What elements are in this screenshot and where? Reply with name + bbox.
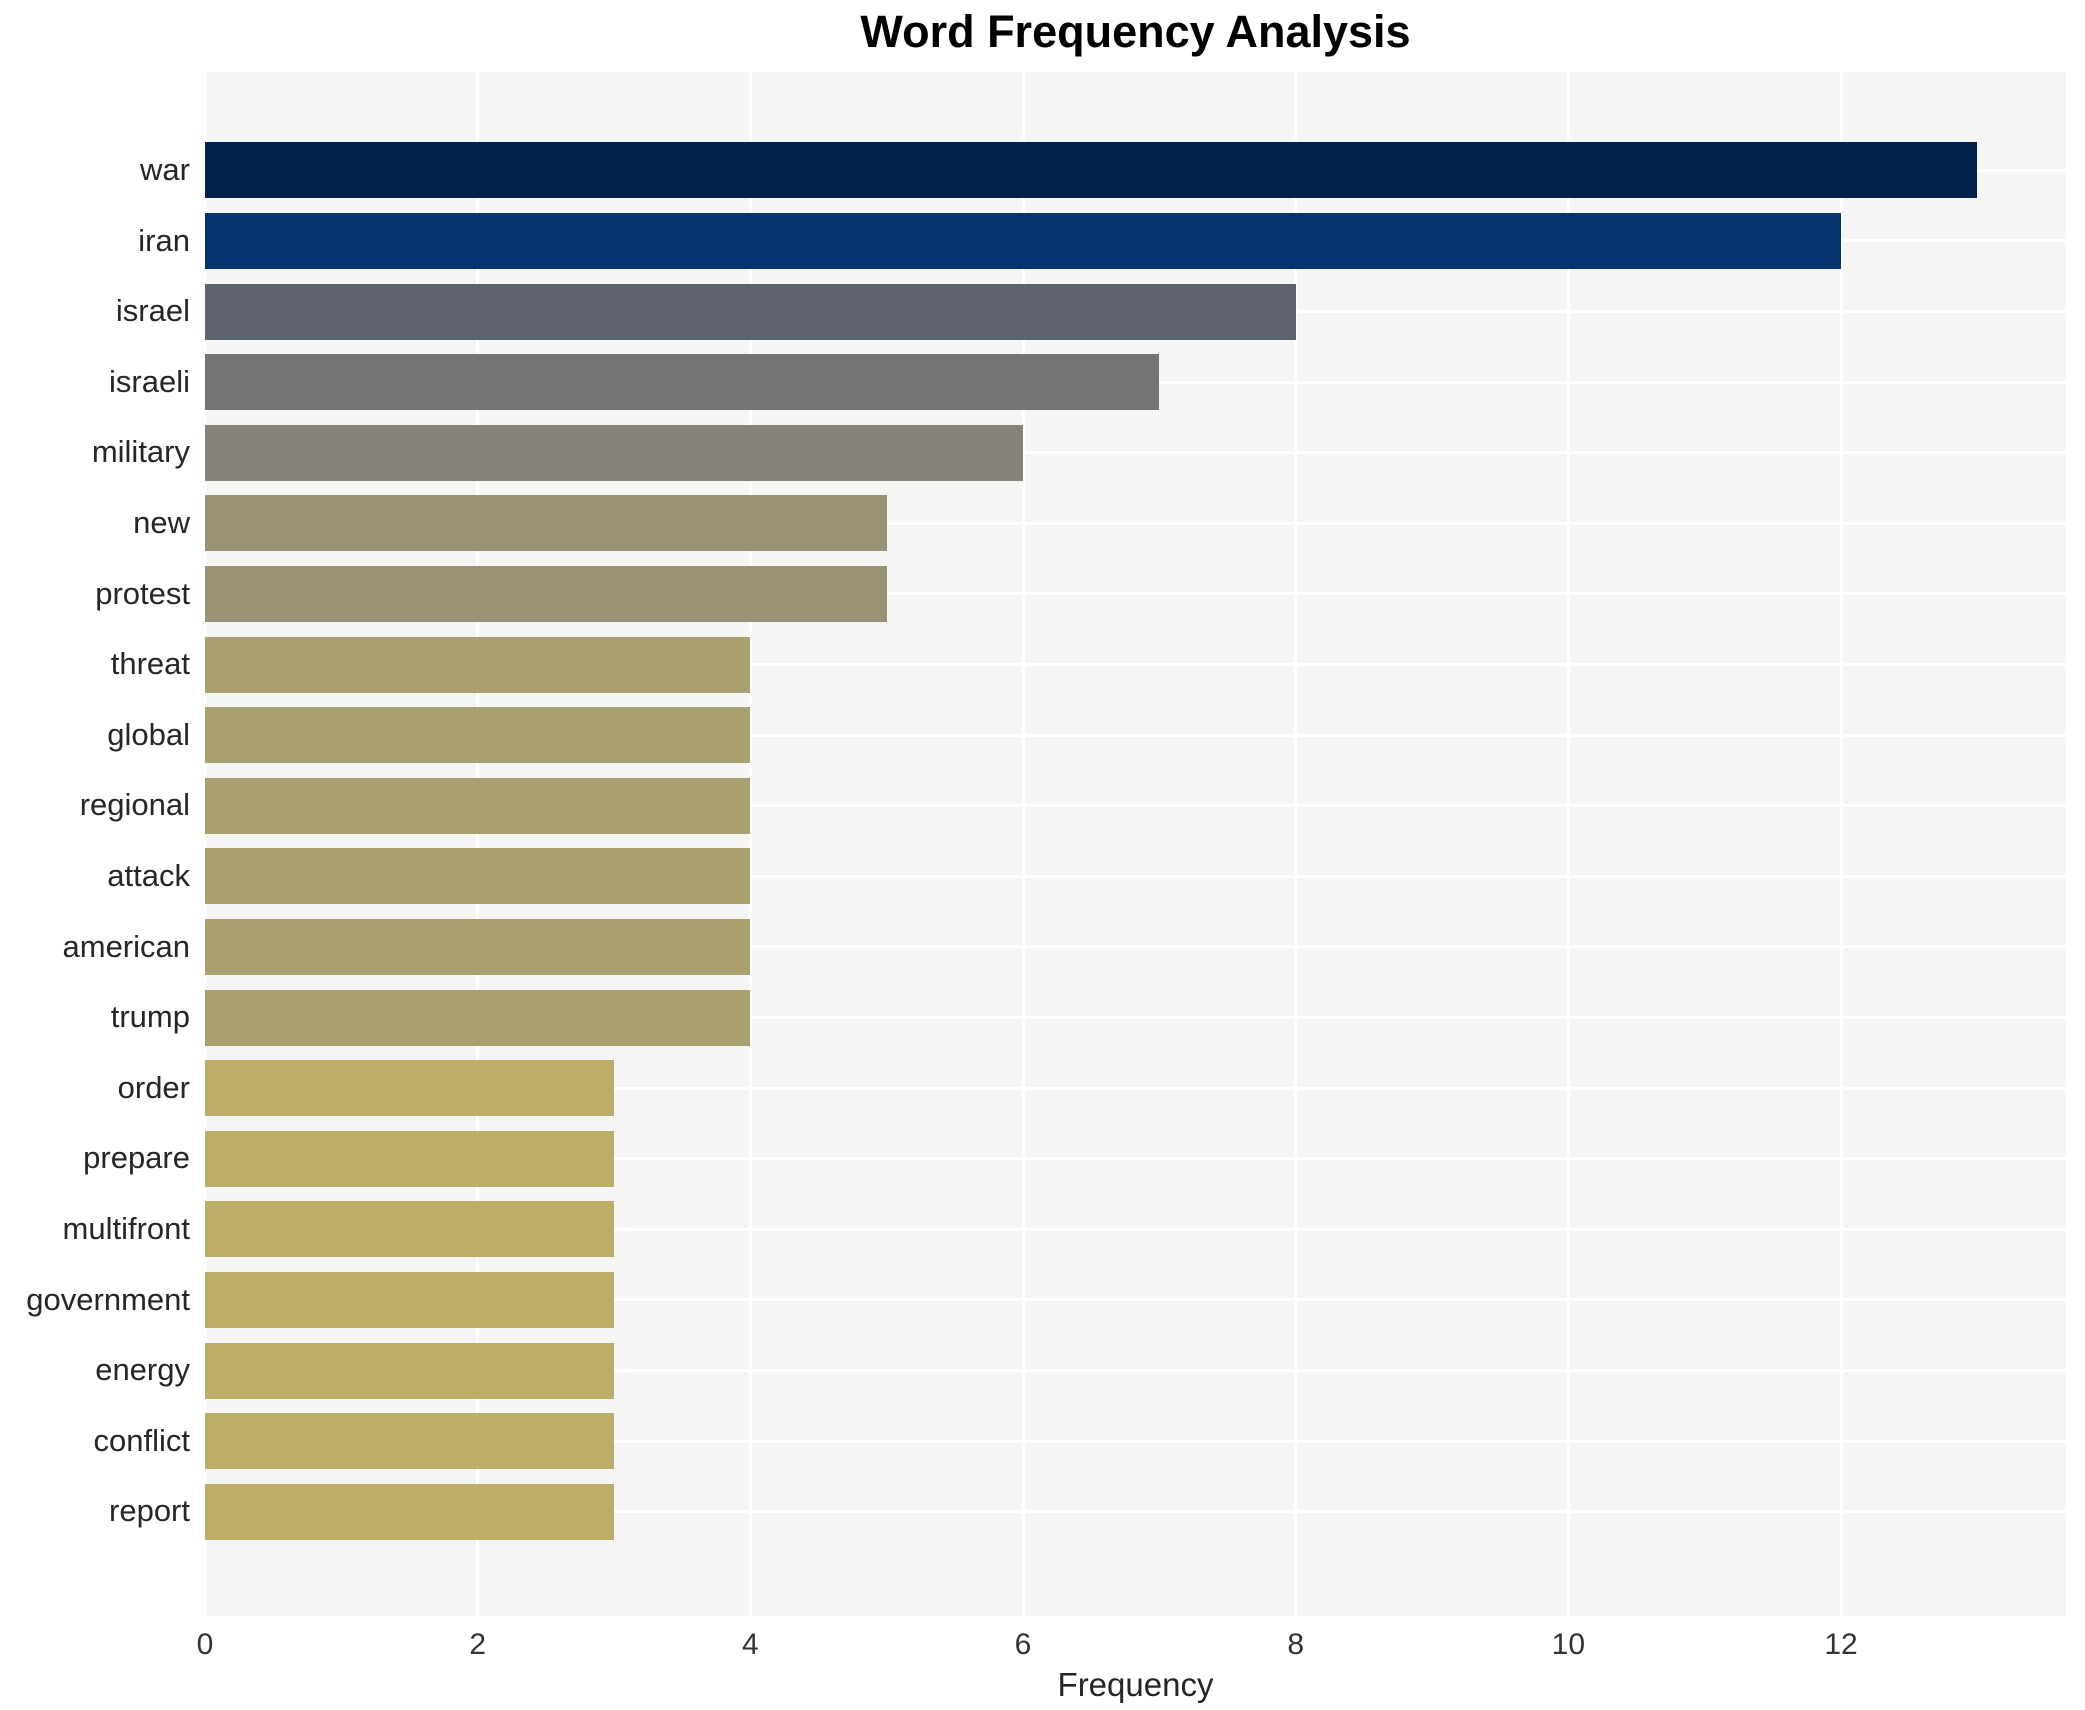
category-label-protest: protest bbox=[95, 575, 190, 611]
bar-government bbox=[205, 1271, 614, 1328]
bar-prepare bbox=[205, 1130, 614, 1187]
x-tick-label-6: 6 bbox=[1014, 1628, 1032, 1661]
category-label-israeli: israeli bbox=[109, 363, 190, 399]
gridline-vertical bbox=[1839, 72, 1843, 1616]
category-label-regional: regional bbox=[79, 787, 190, 823]
plot-area bbox=[203, 72, 2066, 1616]
gridline-vertical bbox=[203, 72, 207, 1616]
category-label-attack: attack bbox=[107, 858, 190, 893]
y-axis-labels: war iran israel israeli military new protest th… bbox=[0, 72, 190, 1616]
bar-military bbox=[205, 424, 1024, 481]
gridline-horizontal bbox=[205, 1439, 2066, 1443]
bar-conflict bbox=[205, 1413, 614, 1470]
category-label-multifront: multifront bbox=[62, 1211, 190, 1246]
category-label-order: order bbox=[117, 1069, 190, 1105]
bar-israel bbox=[205, 283, 1296, 340]
gridline-vertical bbox=[476, 72, 480, 1616]
gridline-horizontal bbox=[205, 521, 2066, 525]
gridline-horizontal bbox=[205, 1227, 2066, 1231]
gridline-horizontal bbox=[205, 451, 2066, 455]
bar-attack bbox=[205, 848, 751, 905]
category-label-global: global bbox=[107, 716, 190, 752]
category-label-prepare: prepare bbox=[83, 1140, 190, 1176]
x-tick-label-10: 10 bbox=[1551, 1628, 1586, 1661]
x-tick-label-12: 12 bbox=[1824, 1628, 1858, 1661]
gridline-horizontal bbox=[205, 945, 2066, 949]
category-label-report: report bbox=[109, 1493, 190, 1529]
gridline-horizontal bbox=[205, 733, 2066, 737]
gridline-horizontal bbox=[205, 874, 2066, 878]
gridline-horizontal bbox=[205, 663, 2066, 666]
category-label-american: american bbox=[62, 928, 191, 964]
gridline-horizontal bbox=[205, 804, 2066, 808]
bar-order bbox=[205, 1060, 614, 1117]
bar-trump bbox=[205, 989, 751, 1046]
x-tick-label-8: 8 bbox=[1287, 1628, 1305, 1661]
bar-report bbox=[205, 1483, 614, 1540]
x-tick-label-4: 4 bbox=[742, 1628, 759, 1661]
bar-multifront bbox=[205, 1201, 614, 1258]
category-label-trump: trump bbox=[110, 999, 190, 1035]
category-label-military: military bbox=[91, 434, 190, 470]
category-label-iran: iran bbox=[138, 222, 190, 258]
bar-new bbox=[205, 495, 887, 552]
bar-protest bbox=[205, 565, 887, 622]
category-label-israel: israel bbox=[115, 293, 190, 329]
x-tick-label-0: 0 bbox=[196, 1628, 214, 1661]
category-label-energy: energy bbox=[95, 1352, 190, 1388]
gridline-horizontal bbox=[205, 1298, 2066, 1302]
gridline-horizontal bbox=[205, 1086, 2066, 1090]
bar-regional bbox=[205, 777, 751, 834]
gridline-vertical bbox=[748, 72, 752, 1616]
gridline-vertical bbox=[1294, 72, 1298, 1616]
bar-global bbox=[205, 707, 751, 764]
bar-american bbox=[205, 918, 751, 975]
gridline-vertical bbox=[1566, 72, 1570, 1616]
gridline-horizontal bbox=[205, 592, 2066, 596]
x-tick-label-2: 2 bbox=[469, 1628, 487, 1661]
bar-energy bbox=[205, 1342, 614, 1399]
gridline-horizontal bbox=[205, 1369, 2066, 1372]
gridline-horizontal bbox=[205, 1016, 2066, 1019]
category-label-conflict: conflict bbox=[93, 1422, 190, 1458]
bar-iran bbox=[205, 212, 1842, 269]
category-label-government: government bbox=[26, 1281, 190, 1317]
category-label-threat: threat bbox=[110, 646, 190, 682]
category-label-new: new bbox=[133, 505, 190, 540]
bar-israeli bbox=[205, 354, 1160, 411]
gridline-horizontal bbox=[205, 1510, 2066, 1514]
bar-threat bbox=[205, 636, 751, 693]
chart-title: Word Frequency Analysis bbox=[860, 6, 1411, 57]
category-label-war: war bbox=[140, 152, 190, 187]
gridline-vertical bbox=[1021, 72, 1025, 1616]
x-axis-label: Frequency bbox=[1057, 1666, 1214, 1703]
gridline-horizontal bbox=[205, 1157, 2066, 1161]
bar-war bbox=[205, 142, 1978, 199]
